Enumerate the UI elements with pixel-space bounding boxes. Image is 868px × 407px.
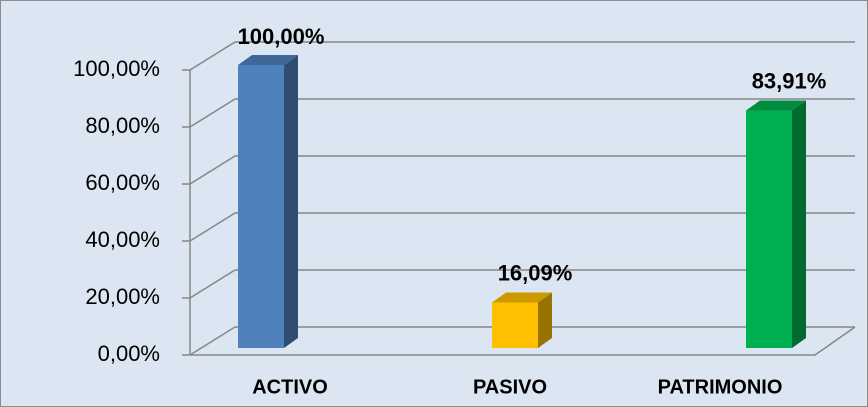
bar (238, 65, 284, 348)
x-tick-label: PASIVO (473, 376, 547, 398)
grid-line (189, 98, 855, 128)
y-tick-label: 0,00% (98, 341, 160, 366)
x-tick-label: ACTIVO (252, 376, 328, 398)
value-label: 16,09% (498, 260, 573, 285)
bar-side (538, 292, 552, 348)
grid-line (189, 155, 855, 185)
bar-side (284, 55, 298, 348)
y-tick-label: 60,00% (85, 170, 160, 195)
bar-top (238, 55, 298, 65)
x-tick-label: PATRIMONIO (658, 376, 783, 398)
bar-side (792, 100, 806, 348)
value-label: 100,00% (238, 24, 325, 49)
grid-line (189, 212, 855, 242)
bar (746, 110, 792, 348)
y-tick-label: 100,00% (73, 56, 160, 81)
bar-top (746, 100, 806, 111)
y-tick-label: 40,00% (85, 227, 160, 252)
grid-line (189, 269, 855, 299)
y-tick-label: 80,00% (85, 113, 160, 138)
grid-line (189, 326, 855, 356)
bar-top (492, 292, 552, 303)
floor-edge (190, 326, 856, 356)
y-tick-label: 20,00% (85, 284, 160, 309)
value-label: 83,91% (752, 68, 827, 93)
bar (492, 302, 538, 348)
grid-line (189, 41, 855, 71)
